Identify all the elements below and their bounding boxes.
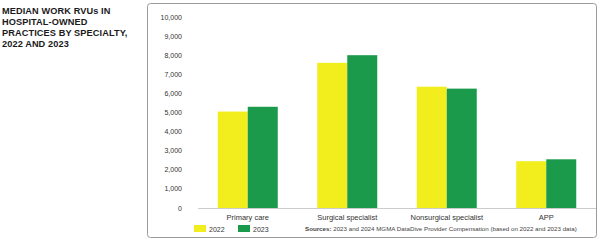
bar — [546, 159, 576, 208]
x-tick-label: Nonsurgical specialist — [410, 213, 483, 222]
y-tick-label: 5,000 — [164, 109, 182, 116]
y-tick-label: 7,000 — [164, 71, 182, 78]
source-text: 2023 and 2024 MGMA DataDive Provider Com… — [331, 225, 576, 232]
legend-label: 2023 — [253, 226, 269, 233]
bars-group — [218, 55, 577, 208]
bar — [516, 161, 546, 208]
x-tick-label: APP — [539, 213, 554, 222]
bar — [417, 87, 447, 208]
tick-mark — [195, 188, 198, 189]
y-tick-label: 1,000 — [164, 185, 182, 192]
tick-mark — [195, 55, 198, 56]
y-tick-label: 2,000 — [164, 166, 182, 173]
tick-mark — [195, 112, 198, 113]
y-tick-label: 9,000 — [164, 33, 182, 40]
legend-swatch — [194, 225, 206, 232]
chart-frame — [148, 4, 597, 238]
tick-mark — [195, 208, 198, 209]
tick-mark — [195, 150, 198, 151]
y-tick-label: 6,000 — [164, 90, 182, 97]
tick-mark — [195, 131, 198, 132]
legend-label: 2022 — [209, 226, 225, 233]
x-axis-line — [198, 208, 596, 209]
chart-title: MEDIAN WORK RVUs IN HOSPITAL-OWNED PRACT… — [2, 6, 144, 50]
tick-mark — [195, 93, 198, 94]
tick-mark — [195, 169, 198, 170]
chart-svg: 0 1,000 2,000 3,000 4,000 5,000 6,000 7,000 8,00… — [0, 0, 600, 244]
x-tick-label: Primary care — [226, 213, 269, 222]
y-tick-label: 3,000 — [164, 147, 182, 154]
x-tick-label: Surgical specialist — [317, 213, 378, 222]
bar — [317, 63, 347, 208]
y-tick-label: 4,000 — [164, 128, 182, 135]
y-tick-label: 0 — [178, 205, 182, 212]
source-note: Sources: 2023 and 2024 MGMA DataDive Pro… — [305, 225, 577, 232]
source-text: Sources: — [305, 225, 331, 232]
legend-swatch — [238, 225, 250, 232]
bar — [218, 112, 248, 208]
y-tick-label: 8,000 — [164, 52, 182, 59]
tick-mark — [195, 17, 198, 18]
bar — [447, 89, 477, 208]
bar — [347, 55, 377, 208]
tick-mark — [195, 74, 198, 75]
bar — [248, 107, 278, 208]
tick-mark — [195, 36, 198, 37]
y-tick-label: 10,000 — [161, 14, 183, 21]
